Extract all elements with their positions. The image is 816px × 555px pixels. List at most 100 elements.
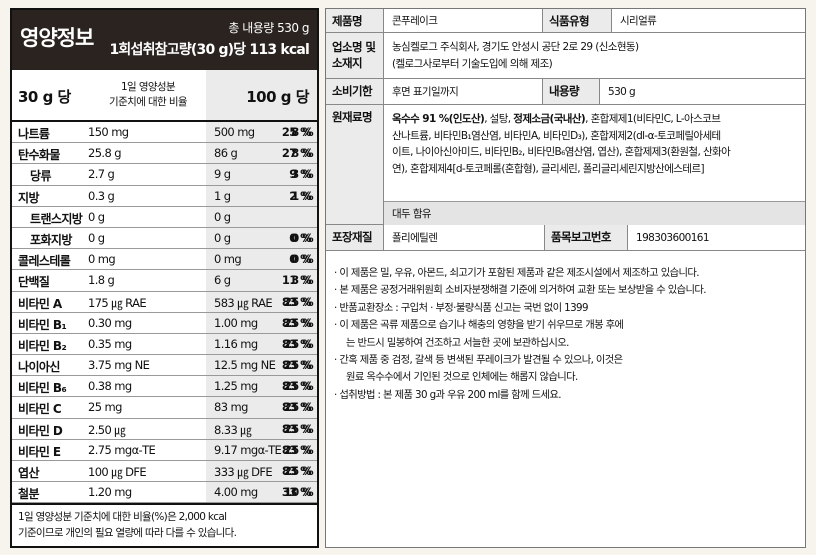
nutrition-footnote: 1일 영양성분 기준치에 대한 비율(%)은 2,000 kcal 기준이므로 …: [12, 503, 317, 546]
product-name-label: 제품명: [326, 9, 384, 32]
nutrient-percent: 25 %: [283, 421, 314, 436]
ingredients-row: 원재료명 옥수수 91 %(인도산), 설탕, 정제소금(국내산), 혼합제제1…: [326, 105, 805, 225]
nutrient-percent-100g: 83 %: [281, 315, 312, 330]
nutrient-amount: 0 mg: [88, 252, 116, 267]
nutrient-name: 탄수화물: [18, 148, 60, 163]
nutrient-percent: 25 %: [283, 400, 314, 415]
nutrient-percent: 25 %: [283, 358, 314, 373]
packaging-value: 폴리에틸렌: [392, 232, 438, 244]
nutrient-amount: 2.7 g: [88, 167, 115, 182]
nutrient-percent: 25 %: [283, 464, 314, 478]
product-info-panel: 제품명 콘푸레이크 식품유형 시리얼류 업소명 및 소재지 농심켈로그 주식회사…: [325, 8, 806, 548]
nutrient-percent: 25 %: [283, 315, 314, 330]
notes-section: · 이 제품은 밀, 우유, 아몬드, 쇠고기가 포함된 제품과 같은 제조시설…: [326, 259, 805, 410]
maker-address: 농심켈로그 주식회사, 경기도 안성시 공단 2로 29 (신소현동): [392, 41, 639, 53]
nutrient-name: 트랜스지방: [30, 211, 83, 226]
nutrient-name: 비타민 B₁: [18, 317, 67, 332]
nutrient-row: 비타민 A 175 ㎍ RAE 25 % 583 ㎍ RAE 83 %: [12, 291, 317, 313]
nutrient-percent: 8 %: [291, 125, 313, 139]
ingredients-line: 옥수수 91 %(인도산), 설탕, 정제소금(국내산), 혼합제제1(비타민C…: [392, 113, 721, 125]
nutrient-percent-100g: 0 %: [289, 252, 311, 267]
nutrient-row: 트랜스지방 0 g 0 g: [12, 206, 317, 228]
nutrient-amount: 25 mg: [88, 400, 122, 415]
nutrient-percent-100g: 83 %: [281, 442, 312, 457]
nutrient-name: 지방: [18, 190, 39, 205]
nutrient-amount-100g: 333 ㎍ DFE: [214, 465, 273, 479]
nutrient-name: 당류: [30, 169, 51, 184]
nutrient-amount-100g: 9 g: [214, 167, 231, 182]
footnote-line-2: 기준이므로 개인의 필요 열량에 따라 다를 수 있습니다.: [18, 527, 237, 539]
nutrient-amount-100g: 83 mg: [214, 400, 248, 415]
nutrient-percent-100g: 25 %: [281, 125, 312, 139]
nutrition-header: 영양정보 총 내용량 530 g 1회섭취참고량(30 g)당 113 kcal: [12, 10, 317, 70]
nutrient-amount: 0 g: [88, 230, 105, 245]
nutrient-row: 철분 1.20 mg 10 % 4.00 mg 33 %: [12, 482, 317, 504]
nutrient-percent: 3 %: [291, 167, 313, 182]
nutrient-percent-100g: 83 %: [281, 336, 312, 351]
nutrient-name: 단백질: [18, 275, 50, 290]
nutrient-amount: 0.35 mg: [88, 336, 132, 351]
nutrient-row: 탄수화물 25.8 g 8 % 86 g 27 %: [12, 143, 317, 165]
nutrient-row: 엽산 100 ㎍ DFE 25 % 333 ㎍ DFE 83 %: [12, 461, 317, 483]
daily-value-header: 1일 영양성분 기준치에 대한 비율: [109, 81, 188, 108]
nutrient-percent-100g: 33 %: [281, 485, 312, 500]
volume-value: 530 g: [608, 86, 636, 98]
nutrient-amount: 0.30 mg: [88, 315, 132, 330]
nutrient-percent: 10 %: [283, 485, 314, 500]
nutrient-name: 비타민 B₂: [18, 338, 67, 353]
note-line: 는 반드시 밀봉하여 건조하고 서늘한 곳에 보관하십시오.: [346, 336, 569, 349]
nutrient-row: 나트륨 150 mg 8 % 500 mg 25 %: [12, 122, 317, 144]
note-line: · 이 제품은 곡류 제품으로 습기나 해충의 영향을 받기 쉬우므로 개봉 후…: [334, 319, 624, 332]
nutrient-amount-100g: 500 mg: [214, 125, 255, 139]
report-no-label: 품목보고번호: [544, 225, 628, 250]
note-line: · 간혹 제품 중 검정, 갈색 등 변색된 푸레이크가 발견될 수 있으나, …: [334, 354, 623, 367]
nutrient-amount: 2.50 ㎍: [88, 422, 126, 437]
maker-row: 업소명 및 소재지 농심켈로그 주식회사, 경기도 안성시 공단 2로 29 (…: [326, 33, 805, 79]
packaging-row: 포장재질 폴리에틸렌 품목보고번호 198303600161: [326, 225, 805, 251]
ingredients-text: 옥수수 91 %(인도산), 설탕, 정제소금(국내산), 혼합제제1(비타민C…: [392, 111, 731, 177]
nutrient-percent: 25 %: [283, 442, 314, 457]
per-serving-label: 30 g 당: [18, 88, 71, 106]
nutrient-percent-100g: 83 %: [281, 421, 312, 436]
nutrient-amount-100g: 1.00 mg: [214, 315, 258, 330]
nutrient-amount: 25.8 g: [88, 146, 122, 161]
note-line: · 섭취방법 : 본 제품 30 g과 우유 200 ml를 함께 드세요.: [334, 388, 562, 401]
nutrient-percent-100g: 27 %: [281, 146, 312, 161]
ingredients-line: 이트, 나이아신아미드, 비타민B₂, 비타민B₆염산염, 엽산), 혼합제제3…: [392, 146, 731, 158]
nutrition-title: 영양정보: [20, 26, 94, 50]
nutrient-percent: 3 %: [291, 273, 313, 288]
nutrient-name: 비타민 D: [18, 423, 63, 438]
nutrient-amount-100g: 4.00 mg: [214, 485, 258, 500]
nutrient-amount: 1.20 mg: [88, 485, 132, 500]
nutrient-amount: 0 g: [88, 209, 105, 224]
nutrient-name: 포화지방: [30, 232, 72, 247]
nutrient-amount-100g: 9.17 mgα-TE: [214, 442, 282, 457]
nutrient-percent: 25 %: [283, 294, 314, 309]
nutrient-name: 비타민 B₆: [18, 381, 67, 396]
nutrient-name: 비타민 A: [18, 296, 62, 311]
nutrient-percent-100g: 83 %: [281, 400, 312, 415]
nutrient-amount-100g: 6 g: [214, 273, 231, 288]
report-no-value: 198303600161: [636, 232, 710, 244]
nutrient-name: 콜레스테롤: [18, 254, 71, 269]
nutrient-row: 비타민 D 2.50 ㎍ 25 % 8.33 ㎍ 83 %: [12, 418, 317, 440]
expiry-value: 후면 표기일까지: [392, 86, 459, 98]
nutrient-amount: 1.8 g: [88, 273, 115, 288]
nutrient-percent-100g: 83 %: [281, 294, 312, 309]
nutrient-amount: 100 ㎍ DFE: [88, 465, 147, 479]
nutrient-amount-100g: 0 g: [214, 230, 231, 245]
food-type-label: 식품유형: [542, 9, 612, 32]
nutrient-row: 비타민 B₁ 0.30 mg 25 % 1.00 mg 83 %: [12, 312, 317, 334]
nutrient-row: 당류 2.7 g 3 % 9 g 9 %: [12, 164, 317, 186]
nutrient-percent-100g: 2 %: [289, 188, 311, 203]
nutrient-amount-100g: 1.25 mg: [214, 379, 258, 394]
nutrient-row: 비타민 C 25 mg 25 % 83 mg 83 %: [12, 397, 317, 419]
total-content: 총 내용량 530 g: [228, 21, 309, 35]
nutrient-amount-100g: 583 ㎍ RAE: [214, 295, 273, 310]
nutrient-amount-100g: 12.5 mg NE: [214, 358, 276, 373]
nutrient-percent-100g: 83 %: [281, 379, 312, 394]
nutrient-name: 나이아신: [18, 360, 60, 375]
packaging-label: 포장재질: [326, 225, 384, 250]
expiry-row: 소비기한 후면 표기일까지 내용량 530 g: [326, 79, 805, 105]
